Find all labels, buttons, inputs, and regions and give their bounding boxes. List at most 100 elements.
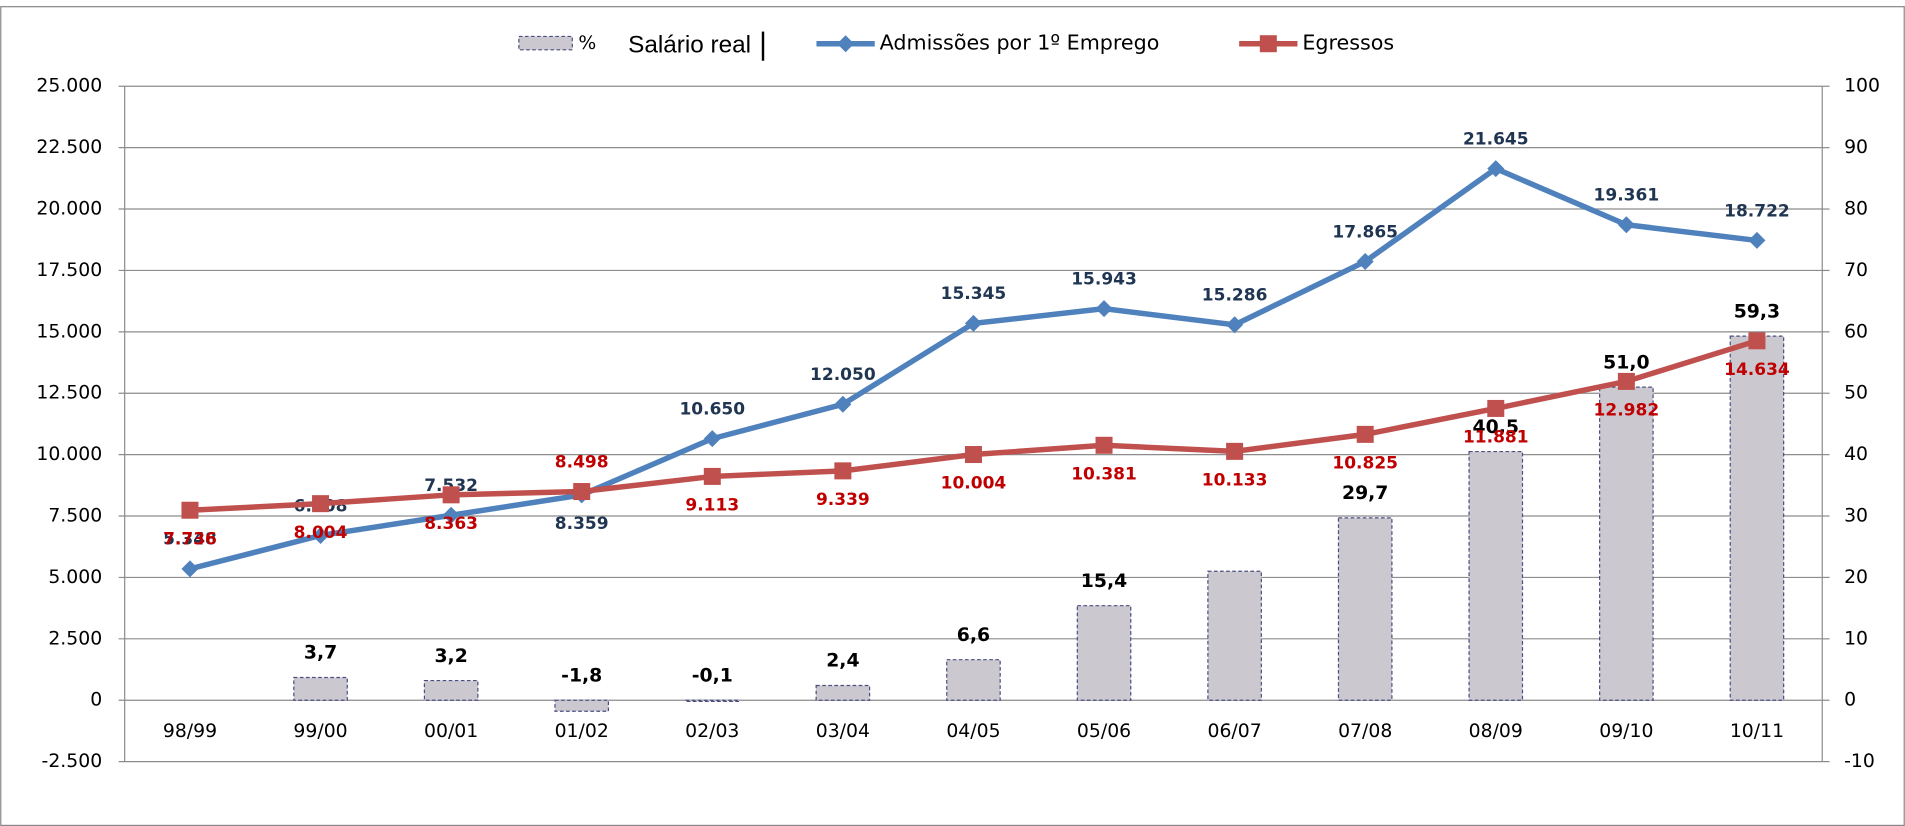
y2-tick-label: 70 [1844,260,1868,281]
bar [815,684,871,701]
data-label: 7.532 [424,476,478,496]
bar [423,679,479,701]
y-tick-label: 20.000 [36,199,102,220]
y-tick-label: 7.500 [48,506,102,527]
marker [1487,399,1505,417]
data-label: 6,6 [957,625,990,646]
x-tick-label: 02/03 [685,721,739,742]
y-tick-label: 15.000 [36,321,102,342]
marker [703,467,721,485]
y2-tick-label: -10 [1844,751,1875,772]
marker [964,446,982,464]
data-label: 3,7 [304,643,337,664]
y2-tick-label: 20 [1844,567,1868,588]
data-label: 8.498 [555,452,609,472]
data-label: 9.339 [816,490,870,510]
data-label: 19.361 [1594,186,1660,206]
y-tick-label: 2.500 [48,628,102,649]
marker [834,395,852,413]
bar [554,699,610,712]
data-label: 10.381 [1071,464,1137,484]
marker [573,483,591,501]
marker [964,314,982,332]
data-label: 18.722 [1724,201,1790,221]
bar [1729,335,1785,701]
x-tick-label: 00/01 [424,721,478,742]
marker [1748,231,1766,249]
y2-tick-label: 10 [1844,628,1868,649]
marker [442,486,460,504]
x-tick-label: 98/99 [163,721,217,742]
legend-label: % [578,33,596,54]
data-label: 9.113 [685,496,739,516]
x-tick-label: 08/09 [1469,721,1523,742]
marker [1487,160,1505,178]
bar [1599,386,1654,701]
data-label: 59,3 [1734,301,1780,322]
data-label: 11.881 [1463,428,1529,448]
x-tick-label: 99/00 [293,721,347,742]
marker [703,430,721,448]
data-label: 10.004 [941,474,1007,494]
data-label: 12.050 [810,365,876,385]
legend-swatch [1259,35,1277,53]
x-tick-label: 09/10 [1599,721,1653,742]
marker [1095,300,1113,318]
marker [1226,442,1244,460]
marker [1356,425,1374,443]
y2-tick-label: 100 [1844,76,1880,97]
data-label: 17.865 [1332,222,1398,242]
data-label: 12.982 [1594,401,1660,421]
y2-tick-label: 50 [1844,383,1868,404]
data-label: 8.359 [555,514,609,534]
marker [312,526,330,544]
bar [684,699,740,703]
legend-swatch [518,35,573,51]
y2-tick-label: 40 [1844,444,1868,465]
marker [1095,436,1113,454]
data-label: 5.348 [163,530,217,550]
y2-tick-label: 90 [1844,137,1868,158]
bar [1337,517,1393,701]
legend-label: Admissões por 1º Emprego [880,31,1160,55]
x-tick-label: 01/02 [555,721,609,742]
data-label: 7.736 [163,529,217,549]
data-label: 8.363 [424,514,478,534]
x-tick-label: 07/08 [1338,721,1392,742]
y-tick-label: 10.000 [36,444,102,465]
annotation: Salário real [628,32,751,59]
y2-tick-label: 80 [1844,199,1868,220]
marker [834,462,852,480]
x-tick-label: 03/04 [816,721,870,742]
marker [1617,372,1635,390]
data-label: 3,2 [434,646,467,667]
y-tick-label: 5.000 [48,567,102,588]
y-tick-label: 17.500 [36,260,102,281]
x-tick-label: 04/05 [946,721,1000,742]
data-label: 29,7 [1342,483,1388,504]
bar [1076,605,1132,701]
legend-swatch [837,35,855,53]
y-tick-label: 25.000 [36,76,102,97]
marker [181,501,199,519]
y-tick-label: 12.500 [36,383,102,404]
data-label: -1,8 [561,665,602,686]
data-label: 8.004 [294,523,348,543]
y2-tick-label: 60 [1844,321,1868,342]
marker [1748,332,1766,350]
bar [1207,570,1262,701]
y-tick-label: 0 [90,690,102,711]
data-label: 15.345 [941,284,1007,304]
data-label: 10.650 [679,400,745,420]
data-label: 40,5 [1473,417,1519,438]
legend-label: Egressos [1302,31,1394,55]
data-label: 15.943 [1071,270,1137,290]
y2-tick-label: 0 [1844,690,1856,711]
data-label: 10.825 [1332,454,1398,474]
data-label: 15.286 [1202,286,1268,306]
x-tick-label: 05/06 [1077,721,1131,742]
x-tick-label: 10/11 [1730,721,1784,742]
data-label: 51,0 [1603,352,1649,373]
y-tick-label: -2.500 [42,751,103,772]
